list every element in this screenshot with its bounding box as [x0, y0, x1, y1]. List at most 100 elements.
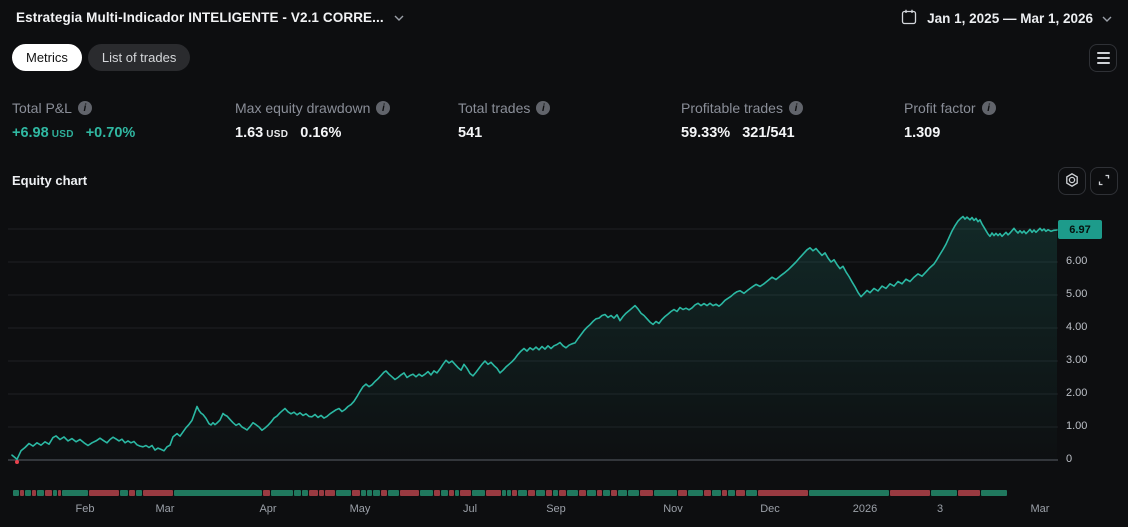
- losing-trades-segment: [325, 490, 335, 496]
- losing-trades-segment: [319, 490, 324, 496]
- x-axis-label: Dec: [760, 503, 780, 515]
- winning-trades-segment: [13, 490, 19, 496]
- start-trade-marker: [15, 460, 19, 464]
- losing-trades-segment: [486, 490, 501, 496]
- y-axis-label: 3.00: [1066, 354, 1088, 366]
- winning-trades-segment: [746, 490, 757, 496]
- metric-value: 541: [458, 125, 681, 141]
- losing-trades-segment: [512, 490, 517, 496]
- tab-metrics[interactable]: Metrics: [12, 44, 82, 71]
- chart-settings-button[interactable]: [1058, 167, 1086, 195]
- y-axis-label: 2.00: [1066, 387, 1088, 399]
- losing-trades-segment: [352, 490, 360, 496]
- info-icon[interactable]: i: [536, 101, 551, 115]
- losing-trades-segment: [449, 490, 454, 496]
- metric-value: 59.33% 321/541: [681, 125, 904, 141]
- winning-trades-segment: [53, 490, 57, 496]
- metric-label: Profitable trades i: [681, 100, 904, 116]
- losing-trades-segment: [89, 490, 119, 496]
- losing-trades-segment: [597, 490, 602, 496]
- x-axis-label: Jul: [462, 503, 478, 515]
- metric-label: Profit factor i: [904, 100, 1127, 116]
- winning-trades-segment: [302, 490, 308, 496]
- equity-chart-plot[interactable]: 6.97 6.00 5.00 4.00 3.00 2.00 1.00 0: [0, 205, 1128, 470]
- metric-extra: 321/541: [742, 125, 795, 141]
- losing-trades-segment: [263, 490, 270, 496]
- metric-extra: 0.16%: [300, 125, 342, 141]
- metric-label: Total trades i: [458, 100, 681, 116]
- x-axis-label: Sep: [546, 503, 566, 515]
- losing-trades-segment: [722, 490, 727, 496]
- metric-label-text: Total P&L: [12, 100, 72, 116]
- winning-trades-segment: [336, 490, 351, 496]
- list-menu-button[interactable]: [1089, 44, 1117, 72]
- metric-max-equity-drawdown: Max equity drawdown i 1.63 USD 0.16%: [235, 100, 458, 141]
- last-value-badge: 6.97: [1058, 220, 1102, 240]
- winning-trades-segment: [981, 490, 1007, 496]
- winning-trades-segment: [931, 490, 957, 496]
- calendar-icon: [900, 8, 918, 29]
- metric-extra: +0.70%: [85, 125, 136, 141]
- winning-trades-segment: [536, 490, 545, 496]
- strategy-title-dropdown[interactable]: Estrategia Multi-Indicador INTELIGENTE -…: [16, 10, 404, 25]
- winning-trades-segment: [567, 490, 578, 496]
- info-icon[interactable]: i: [981, 101, 996, 115]
- settings-icon: [1063, 171, 1081, 192]
- winning-trades-segment: [441, 490, 448, 496]
- winning-trades-segment: [37, 490, 44, 496]
- x-axis-label: Mar: [1030, 503, 1050, 515]
- winning-trades-segment: [518, 490, 527, 496]
- metric-total-p-l: Total P&L i +6.98 USD +0.70%: [12, 100, 235, 141]
- metric-unit: USD: [51, 129, 74, 140]
- losing-trades-segment: [640, 490, 653, 496]
- winning-trades-segment: [502, 490, 506, 496]
- winning-trades-segment: [367, 490, 372, 496]
- y-axis-label: 4.00: [1066, 321, 1088, 333]
- metric-value-main: 1.63: [235, 125, 264, 141]
- y-axis-label: 1.00: [1066, 420, 1088, 432]
- info-icon[interactable]: i: [77, 101, 92, 115]
- losing-trades-segment: [460, 490, 471, 496]
- x-axis-label: Feb: [75, 503, 95, 515]
- losing-trades-segment: [758, 490, 808, 496]
- info-icon[interactable]: i: [376, 101, 391, 115]
- x-axis-label: Apr: [259, 503, 277, 515]
- losing-trades-segment: [546, 490, 552, 496]
- metric-label: Max equity drawdown i: [235, 100, 458, 116]
- winning-trades-segment: [388, 490, 399, 496]
- winning-trades-segment: [688, 490, 703, 496]
- losing-trades-segment: [958, 490, 980, 496]
- winning-trades-segment: [373, 490, 380, 496]
- winning-trades-segment: [62, 490, 88, 496]
- equity-curve: [8, 215, 1058, 464]
- losing-trades-segment: [704, 490, 711, 496]
- losing-trades-segment: [890, 490, 930, 496]
- expand-icon: [1095, 171, 1113, 192]
- y-axis-label: 6.00: [1066, 255, 1088, 267]
- x-axis-label: Mar: [155, 503, 175, 515]
- chart-expand-button[interactable]: [1090, 167, 1118, 195]
- winning-trades-segment: [507, 490, 511, 496]
- winning-trades-segment: [120, 490, 128, 496]
- losing-trades-segment: [579, 490, 586, 496]
- metric-value-main: +6.98: [12, 125, 49, 141]
- tab-list-of-trades[interactable]: List of trades: [87, 44, 191, 71]
- winning-trades-segment: [587, 490, 596, 496]
- winning-trades-segment: [136, 490, 142, 496]
- metric-label: Total P&L i: [12, 100, 235, 116]
- date-range-picker[interactable]: Jan 1, 2025 — Mar 1, 2026: [900, 8, 1112, 29]
- metric-label-text: Total trades: [458, 100, 531, 116]
- info-icon[interactable]: i: [788, 101, 803, 115]
- winning-trades-segment: [712, 490, 721, 496]
- equity-chart-title: Equity chart: [12, 173, 88, 188]
- metrics-row: Total P&L i +6.98 USD +0.70% Max equity drawd…: [12, 100, 1127, 141]
- y-axis-label: 5.00: [1066, 288, 1088, 300]
- losing-trades-segment: [143, 490, 173, 496]
- metric-value: +6.98 USD +0.70%: [12, 125, 235, 141]
- time-axis[interactable]: Feb Mar Apr May Jul Sep Nov Dec 2026 3 Mar: [0, 503, 1128, 519]
- strategy-title: Estrategia Multi-Indicador INTELIGENTE -…: [16, 10, 384, 25]
- metric-unit: USD: [266, 129, 289, 140]
- metric-value: 1.309: [904, 125, 1127, 141]
- metric-value: 1.63 USD 0.16%: [235, 125, 458, 141]
- metric-label-text: Profitable trades: [681, 100, 783, 116]
